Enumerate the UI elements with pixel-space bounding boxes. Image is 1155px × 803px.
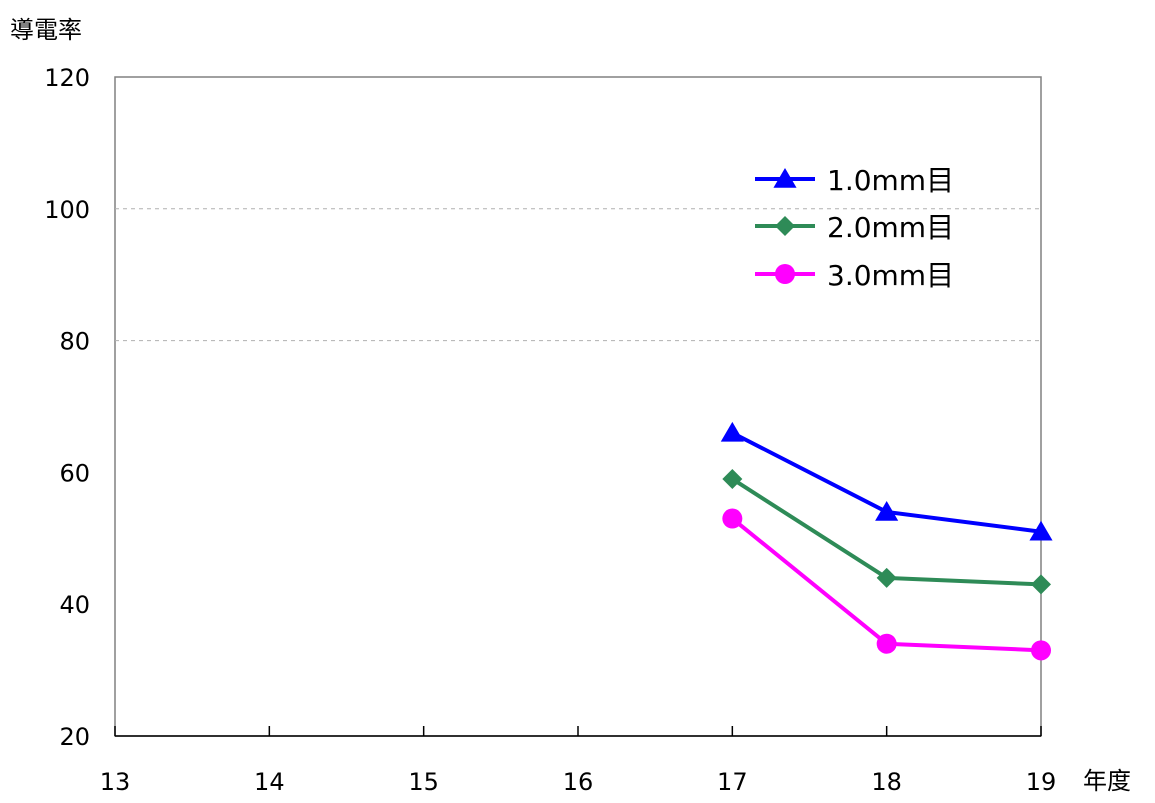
x-tick-label: 18: [871, 768, 902, 796]
legend-label: 3.0mm目: [827, 259, 954, 292]
triangle-marker: [1029, 520, 1053, 541]
series-group: [722, 508, 1051, 661]
circle-marker: [775, 264, 795, 284]
y-axis-ticks: 20 40 60 80 100 120: [44, 64, 90, 751]
triangle-marker: [720, 421, 744, 442]
y-tick-label: 100: [44, 196, 90, 224]
diamond-marker: [1031, 574, 1051, 595]
y-axis-label: 導電率: [10, 16, 82, 44]
gridlines: [115, 208, 1041, 342]
legend-item: 3.0mm目: [755, 259, 954, 292]
y-tick-label: 80: [59, 328, 90, 356]
x-tick-label: 16: [563, 768, 594, 796]
x-axis-label: 年度: [1083, 767, 1131, 795]
legend-item: 1.0mm目: [755, 164, 954, 197]
triangle-marker: [773, 168, 797, 188]
y-tick-label: 120: [44, 64, 90, 92]
x-tick-label: 13: [100, 768, 131, 796]
series-group: [720, 421, 1053, 541]
x-tick-label: 15: [408, 768, 439, 796]
circle-marker: [722, 508, 743, 529]
x-tick-label: 17: [717, 768, 748, 796]
series: [720, 421, 1053, 661]
series-group: [722, 468, 1051, 595]
legend-label: 1.0mm目: [827, 164, 954, 197]
diamond-marker: [775, 216, 795, 236]
legend-item: 2.0mm目: [755, 211, 954, 244]
circle-marker: [1031, 640, 1051, 661]
diamond-marker: [876, 567, 897, 588]
y-tick-label: 20: [59, 723, 90, 751]
y-tick-label: 60: [59, 459, 90, 487]
triangle-marker: [875, 500, 899, 521]
legend: 1.0mm目 2.0mm目 3.0mm目: [755, 164, 954, 292]
circle-marker: [876, 633, 897, 654]
diamond-marker: [722, 468, 743, 489]
x-tick-label: 19: [1026, 768, 1057, 796]
x-tick-label: 14: [254, 768, 285, 796]
y-tick-label: 40: [59, 591, 90, 619]
x-axis-ticks: 13 14 15 16 17 18 19: [100, 726, 1057, 796]
legend-label: 2.0mm目: [827, 211, 954, 244]
